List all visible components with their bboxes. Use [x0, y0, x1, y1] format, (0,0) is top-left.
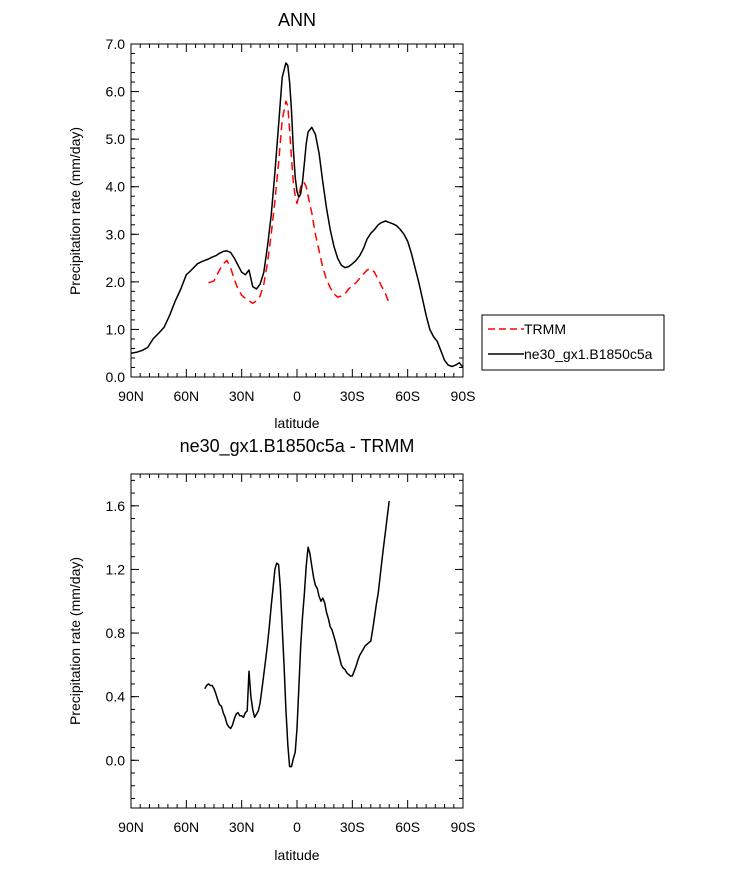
- panel-1-x-axis-label: latitude: [274, 415, 319, 431]
- x-tick-label: 60N: [173, 388, 199, 404]
- panel-2-series: [204, 500, 390, 768]
- panel-2-ticks: 90N 60N 30N 0 30S 60S 90S 0.0 0.4 0.8 1.2 1.6: [106, 474, 476, 835]
- x-tick-label: 0: [293, 819, 301, 835]
- panel-1-ticks: 90N 60N 30N 0 30S 60S 90S 0.0 1.0 2.0 3.0 4.0 5.0 6.0…: [106, 36, 476, 404]
- x-tick-label: 90N: [118, 388, 144, 404]
- x-tick-label: 60S: [395, 388, 420, 404]
- y-tick-label: 1.2: [106, 561, 126, 577]
- y-tick-label: 0.4: [106, 689, 126, 705]
- series-line-trmm: [208, 100, 390, 305]
- panel-1-title: ANN: [278, 10, 316, 30]
- x-tick-label: 0: [293, 388, 301, 404]
- y-tick-label: 1.0: [106, 321, 126, 337]
- y-tick-label: 6.0: [106, 84, 126, 100]
- x-tick-label: 90S: [451, 819, 476, 835]
- y-tick-label: 0.0: [106, 369, 126, 385]
- series-line-ne30-gx1-b1850c5a: [130, 62, 464, 368]
- x-tick-label: 60N: [173, 819, 199, 835]
- x-tick-label: 30N: [229, 819, 255, 835]
- panel-2-x-axis-label: latitude: [274, 847, 319, 863]
- panel-2-plot-frame: [130, 473, 464, 809]
- legend-label-model: ne30_gx1.B1850c5a: [524, 346, 653, 362]
- y-tick-label: 4.0: [106, 179, 126, 195]
- y-tick-label: 5.0: [106, 131, 126, 147]
- x-tick-label: 30N: [229, 388, 255, 404]
- panel-annual-mean: ANN latitude Precipitation rate (mm/day)…: [67, 10, 665, 431]
- series-line-ne30-gx1-b1850c5a-trmm: [204, 500, 390, 768]
- panel-1-y-axis-label: Precipitation rate (mm/day): [67, 127, 83, 295]
- legend: TRMM ne30_gx1.B1850c5a: [481, 314, 665, 371]
- legend-box: [481, 314, 665, 371]
- y-tick-label: 7.0: [106, 36, 126, 52]
- y-tick-label: 0.0: [106, 752, 126, 768]
- y-tick-label: 2.0: [106, 274, 126, 290]
- x-tick-label: 90S: [451, 388, 476, 404]
- x-tick-label: 30S: [340, 819, 365, 835]
- y-tick-label: 1.6: [106, 498, 126, 514]
- y-tick-label: 0.8: [106, 625, 126, 641]
- y-tick-label: 3.0: [106, 226, 126, 242]
- panel-2-title: ne30_gx1.B1850c5a - TRMM: [180, 436, 415, 457]
- x-tick-label: 30S: [340, 388, 365, 404]
- panel-2-y-axis-label: Precipitation rate (mm/day): [67, 557, 83, 725]
- legend-label-trmm: TRMM: [524, 321, 566, 337]
- panel-1-plot-frame: [130, 43, 464, 378]
- panel-1-series: [130, 62, 464, 368]
- x-tick-label: 60S: [395, 819, 420, 835]
- panel-difference: ne30_gx1.B1850c5a - TRMM latitude Precip…: [67, 436, 475, 863]
- x-tick-label: 90N: [118, 819, 144, 835]
